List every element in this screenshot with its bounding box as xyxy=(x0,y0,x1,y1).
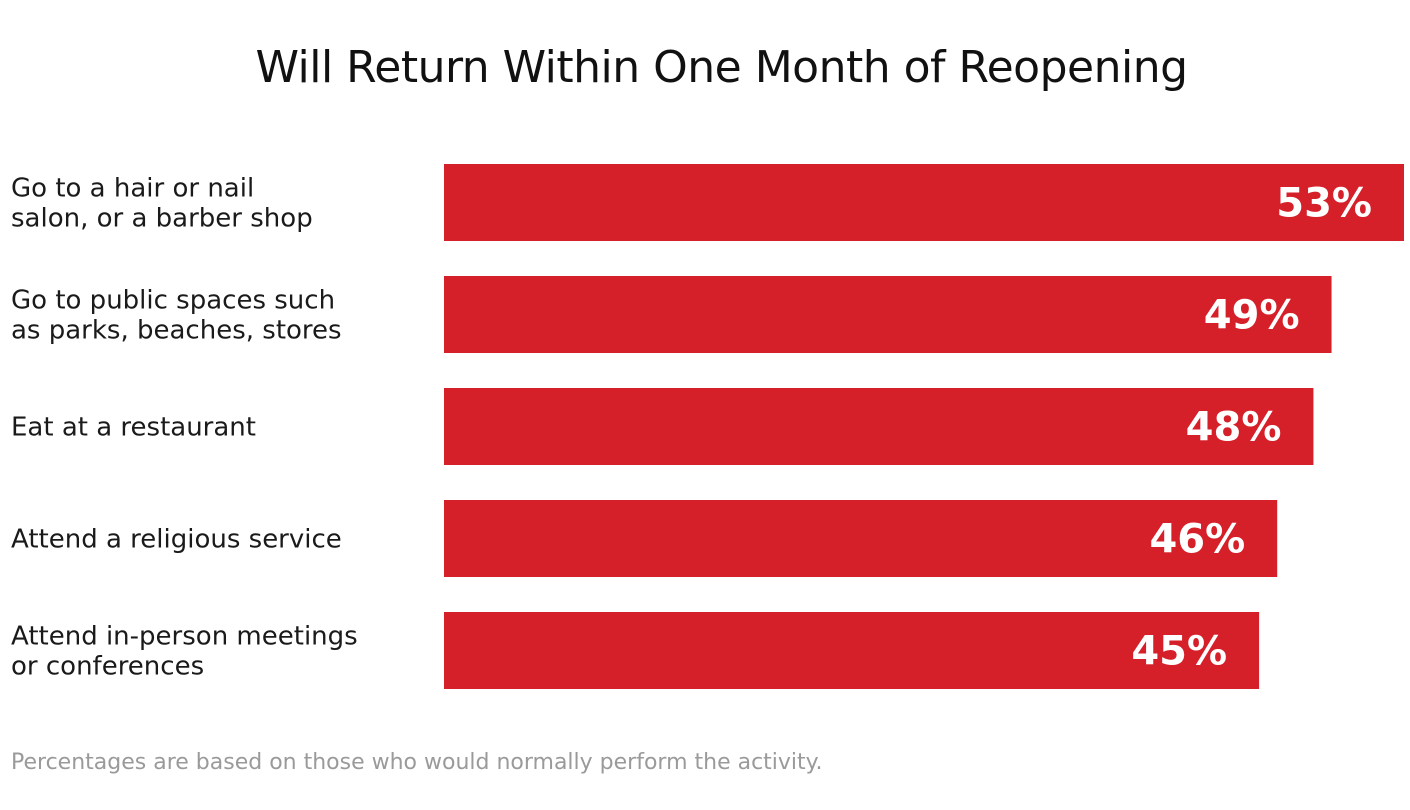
bar-value-label-0: 53% xyxy=(1276,181,1372,227)
category-label-2: Eat at a restaurant xyxy=(11,413,256,443)
chart-footnote: Percentages are based on those who would… xyxy=(11,750,823,775)
bar-value-label-3: 46% xyxy=(1149,517,1245,563)
category-label-line: Attend in-person meetings xyxy=(11,622,358,652)
category-label-line: Go to public spaces such xyxy=(11,286,335,316)
bar-4 xyxy=(444,612,1260,689)
bar-value-label-2: 48% xyxy=(1186,405,1282,451)
bar-1 xyxy=(444,276,1332,353)
category-label-line: Attend a religious service xyxy=(11,525,342,555)
category-label-line: Eat at a restaurant xyxy=(11,413,256,443)
bar-3 xyxy=(444,500,1278,577)
category-label-line: Go to a hair or nail xyxy=(11,174,254,204)
category-label-line: or conferences xyxy=(11,652,204,682)
category-label-0: Go to a hair or nail salon, or a barber s… xyxy=(11,174,313,234)
category-label-4: Attend in-person meetings or conferences xyxy=(11,622,358,682)
bar-2 xyxy=(444,388,1314,465)
bar-value-label-1: 49% xyxy=(1204,293,1300,339)
bar-value-label-4: 45% xyxy=(1131,629,1227,675)
chart-title: Will Return Within One Month of Reopenin… xyxy=(255,42,1188,93)
category-label-line: salon, or a barber shop xyxy=(11,204,313,234)
bar-0 xyxy=(444,164,1404,241)
category-label-3: Attend a religious service xyxy=(11,525,342,555)
category-label-1: Go to public spaces such as parks, beache… xyxy=(11,286,342,346)
category-label-line: as parks, beaches, stores xyxy=(11,316,342,346)
